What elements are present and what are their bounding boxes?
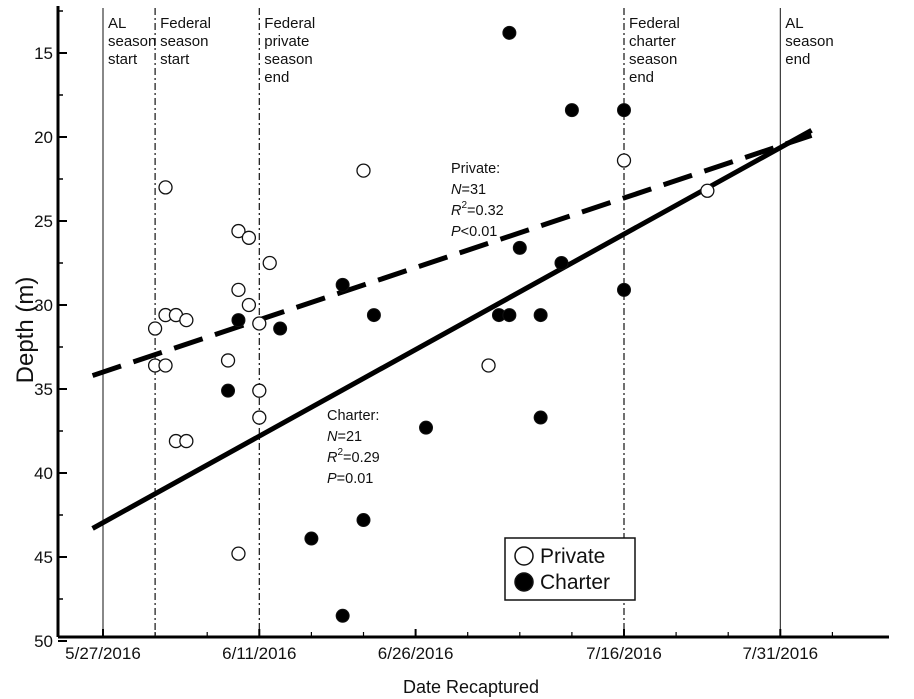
event-label-1: Federal season start	[160, 15, 211, 68]
annotation-private: Private: N=31 R2=0.32 P<0.01	[451, 161, 504, 240]
legend-marker-private	[514, 546, 534, 566]
point-private-10	[231, 223, 246, 239]
point-private-20	[481, 358, 496, 373]
point-charter-16	[564, 103, 579, 118]
point-charter-13	[533, 308, 548, 323]
legend-marker-charter	[514, 572, 534, 592]
point-private-21	[616, 153, 632, 168]
point-private-18	[262, 255, 277, 271]
point-private-11	[231, 282, 246, 298]
point-private-0	[147, 321, 163, 336]
point-private-8	[179, 433, 194, 449]
x-tick-label-2: 6/26/2016	[378, 644, 454, 663]
point-private-22	[700, 183, 715, 198]
point-private-2	[158, 180, 173, 195]
event-label-0: AL season start	[108, 15, 156, 68]
tick-labels: 15 20 25 30 35 40 45 50 5/27/2016 6/11/2016 6/26/2…	[34, 44, 818, 663]
point-charter-4	[335, 277, 350, 292]
x-tick-label-3: 7/16/2016	[586, 644, 662, 663]
event-label-4: AL season end	[785, 15, 833, 68]
point-private-12	[231, 546, 246, 561]
y-tick-label-50: 50	[34, 632, 53, 651]
point-private-17	[252, 410, 267, 425]
y-tick-label-25: 25	[34, 212, 53, 231]
legend-label-private: Private	[540, 545, 605, 568]
point-charter-18	[617, 282, 631, 297]
point-charter-0	[221, 383, 236, 398]
point-charter-3	[304, 531, 319, 546]
x-tick-label-0: 5/27/2016	[65, 644, 141, 663]
point-private-13	[241, 230, 257, 245]
point-private-16	[252, 383, 267, 398]
point-charter-11	[502, 308, 517, 323]
event-lines	[102, 8, 781, 637]
x-axis-title: Date Recaptured	[403, 677, 539, 697]
y-tick-label-45: 45	[34, 548, 53, 567]
point-charter-7	[366, 308, 381, 323]
point-charter-5	[335, 608, 350, 623]
y-tick-label-35: 35	[34, 380, 53, 399]
point-private-9	[220, 353, 236, 368]
x-tick-label-1: 6/11/2016	[222, 644, 296, 663]
point-charter-1	[231, 313, 246, 328]
point-private-7	[179, 312, 194, 328]
y-tick-label-15: 15	[34, 44, 53, 63]
legend-label-charter: Charter	[540, 571, 610, 594]
event-label-3: Federal charter season end	[629, 15, 680, 86]
point-private-19	[356, 163, 371, 178]
fit-line-charter	[91, 128, 813, 531]
y-tick-label-20: 20	[34, 128, 53, 147]
point-charter-2	[273, 321, 288, 336]
point-charter-10	[502, 25, 517, 40]
point-charter-14	[533, 410, 548, 425]
annotation-charter: Charter: N=21 R2=0.29 P=0.01	[327, 408, 380, 487]
y-axis-title: Depth (m)	[12, 277, 39, 384]
annotations: Private: N=31 R2=0.32 P<0.01 Charter: N=21 R2=…	[327, 161, 504, 487]
event-label-2: Federal private season end	[264, 15, 315, 86]
point-charter-15	[554, 256, 569, 270]
point-charter-8	[419, 420, 434, 435]
axes	[56, 6, 889, 642]
point-charter-6	[356, 513, 371, 528]
point-charter-17	[617, 103, 631, 118]
point-private-14	[241, 297, 257, 313]
point-charter-12	[512, 240, 527, 255]
y-tick-label-30: 30	[34, 296, 53, 315]
x-tick-label-4: 7/31/2016	[742, 644, 818, 663]
data-points	[147, 25, 715, 623]
y-tick-label-40: 40	[34, 464, 53, 483]
point-private-4	[158, 358, 173, 373]
fit-lines	[91, 128, 813, 531]
fit-line-private	[91, 132, 813, 378]
legend: Private Charter	[504, 537, 636, 601]
point-private-15	[252, 316, 267, 331]
